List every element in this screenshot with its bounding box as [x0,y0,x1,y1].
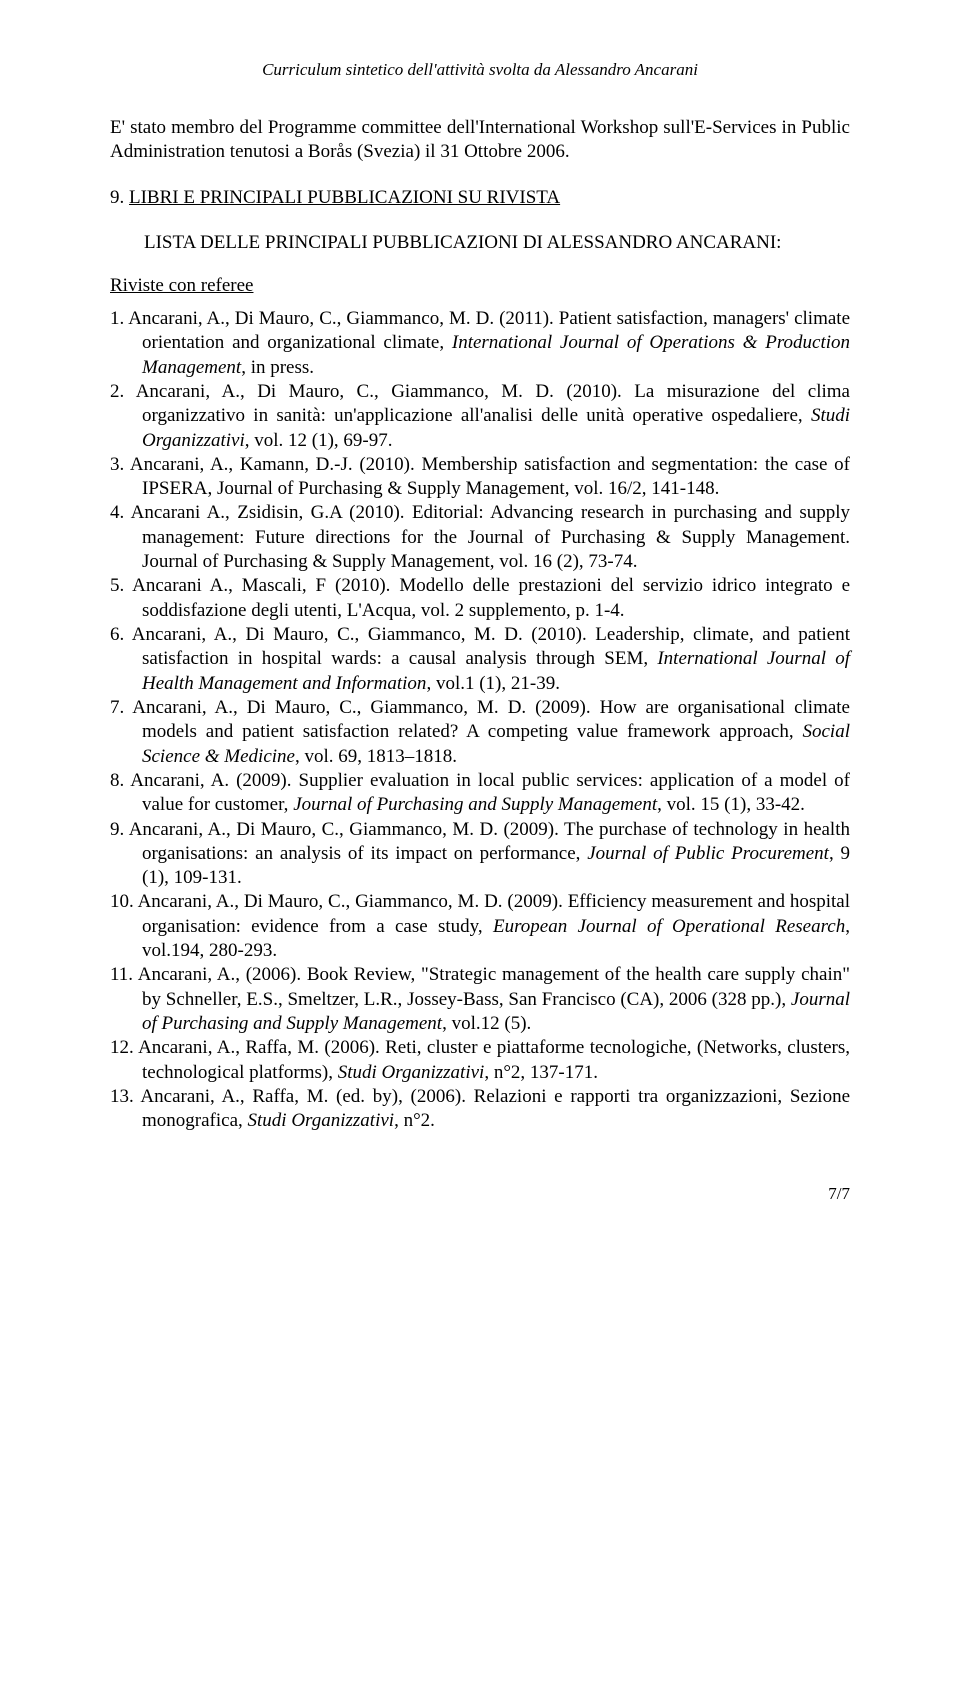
subheading-referee: Riviste con referee [110,275,850,297]
section-number: 9. [110,187,124,209]
page-footer: 7/7 [110,1184,850,1204]
reference-text: Ancarani, A., Kamann, D.-J. (2010). Memb… [130,454,850,499]
subtitle: LISTA DELLE PRINCIPALI PUBBLICAZIONI DI … [110,231,850,255]
reference-text: , vol.12 (5). [442,1013,531,1034]
reference-text: , vol. 15 (1), 33-42. [657,794,805,815]
reference-text: , vol. 12 (1), 69-97. [245,430,393,451]
reference-text: , vol. 69, 1813–1818. [295,746,457,767]
reference-item: Ancarani, A., Di Mauro, C., Giammanco, M… [142,890,850,963]
reference-item: Ancarani, A., Raffa, M. (2006). Reti, cl… [142,1036,850,1085]
section-heading: 9. LIBRI E PRINCIPALI PUBBLICAZIONI SU R… [110,187,850,209]
reference-item: Ancarani A., Zsidisin, G.A (2010). Edito… [142,501,850,574]
reference-text: , n°2, 137-171. [484,1062,598,1083]
reference-text: Ancarani, A., (2006). Book Review, "Stra… [138,964,850,1009]
reference-journal: Journal of Purchasing and Supply Managem… [293,794,657,815]
reference-text: Ancarani A., Zsidisin, G.A (2010). Edito… [131,502,850,572]
document-page: Curriculum sintetico dell'attività svolt… [0,0,960,1244]
reference-item: Ancarani, A. (2009). Supplier evaluation… [142,769,850,818]
reference-text: , vol.1 (1), 21-39. [426,673,560,694]
reference-text: Ancarani, A., Di Mauro, C., Giammanco, M… [136,381,850,426]
reference-item: Ancarani, A., Di Mauro, C., Giammanco, M… [142,818,850,891]
reference-text: , in press. [241,357,314,378]
reference-journal: European Journal of Operational Research [493,916,845,937]
reference-text: , n°2. [394,1110,435,1131]
reference-text: Ancarani A., Mascali, F (2010). Modello … [132,575,850,620]
reference-list: Ancarani, A., Di Mauro, C., Giammanco, M… [110,307,850,1134]
page-header: Curriculum sintetico dell'attività svolt… [110,60,850,80]
reference-item: Ancarani, A., Di Mauro, C., Giammanco, M… [142,307,850,380]
reference-journal: Journal of Public Procurement [587,843,829,864]
reference-item: Ancarani, A., Di Mauro, C., Giammanco, M… [142,623,850,696]
reference-text: Ancarani, A., Di Mauro, C., Giammanco, M… [132,697,850,742]
section-title: LIBRI E PRINCIPALI PUBBLICAZIONI SU RIVI… [129,187,560,208]
reference-item: Ancarani, A., Di Mauro, C., Giammanco, M… [142,696,850,769]
reference-journal: Studi Organizzativi [338,1062,485,1083]
reference-item: Ancarani, A., Kamann, D.-J. (2010). Memb… [142,453,850,502]
intro-paragraph: E' stato membro del Programme committee … [110,116,850,165]
reference-journal: Studi Organizzativi [248,1110,395,1131]
reference-item: Ancarani, A., Raffa, M. (ed. by), (2006)… [142,1085,850,1134]
reference-item: Ancarani, A., (2006). Book Review, "Stra… [142,963,850,1036]
reference-item: Ancarani A., Mascali, F (2010). Modello … [142,574,850,623]
reference-item: Ancarani, A., Di Mauro, C., Giammanco, M… [142,380,850,453]
